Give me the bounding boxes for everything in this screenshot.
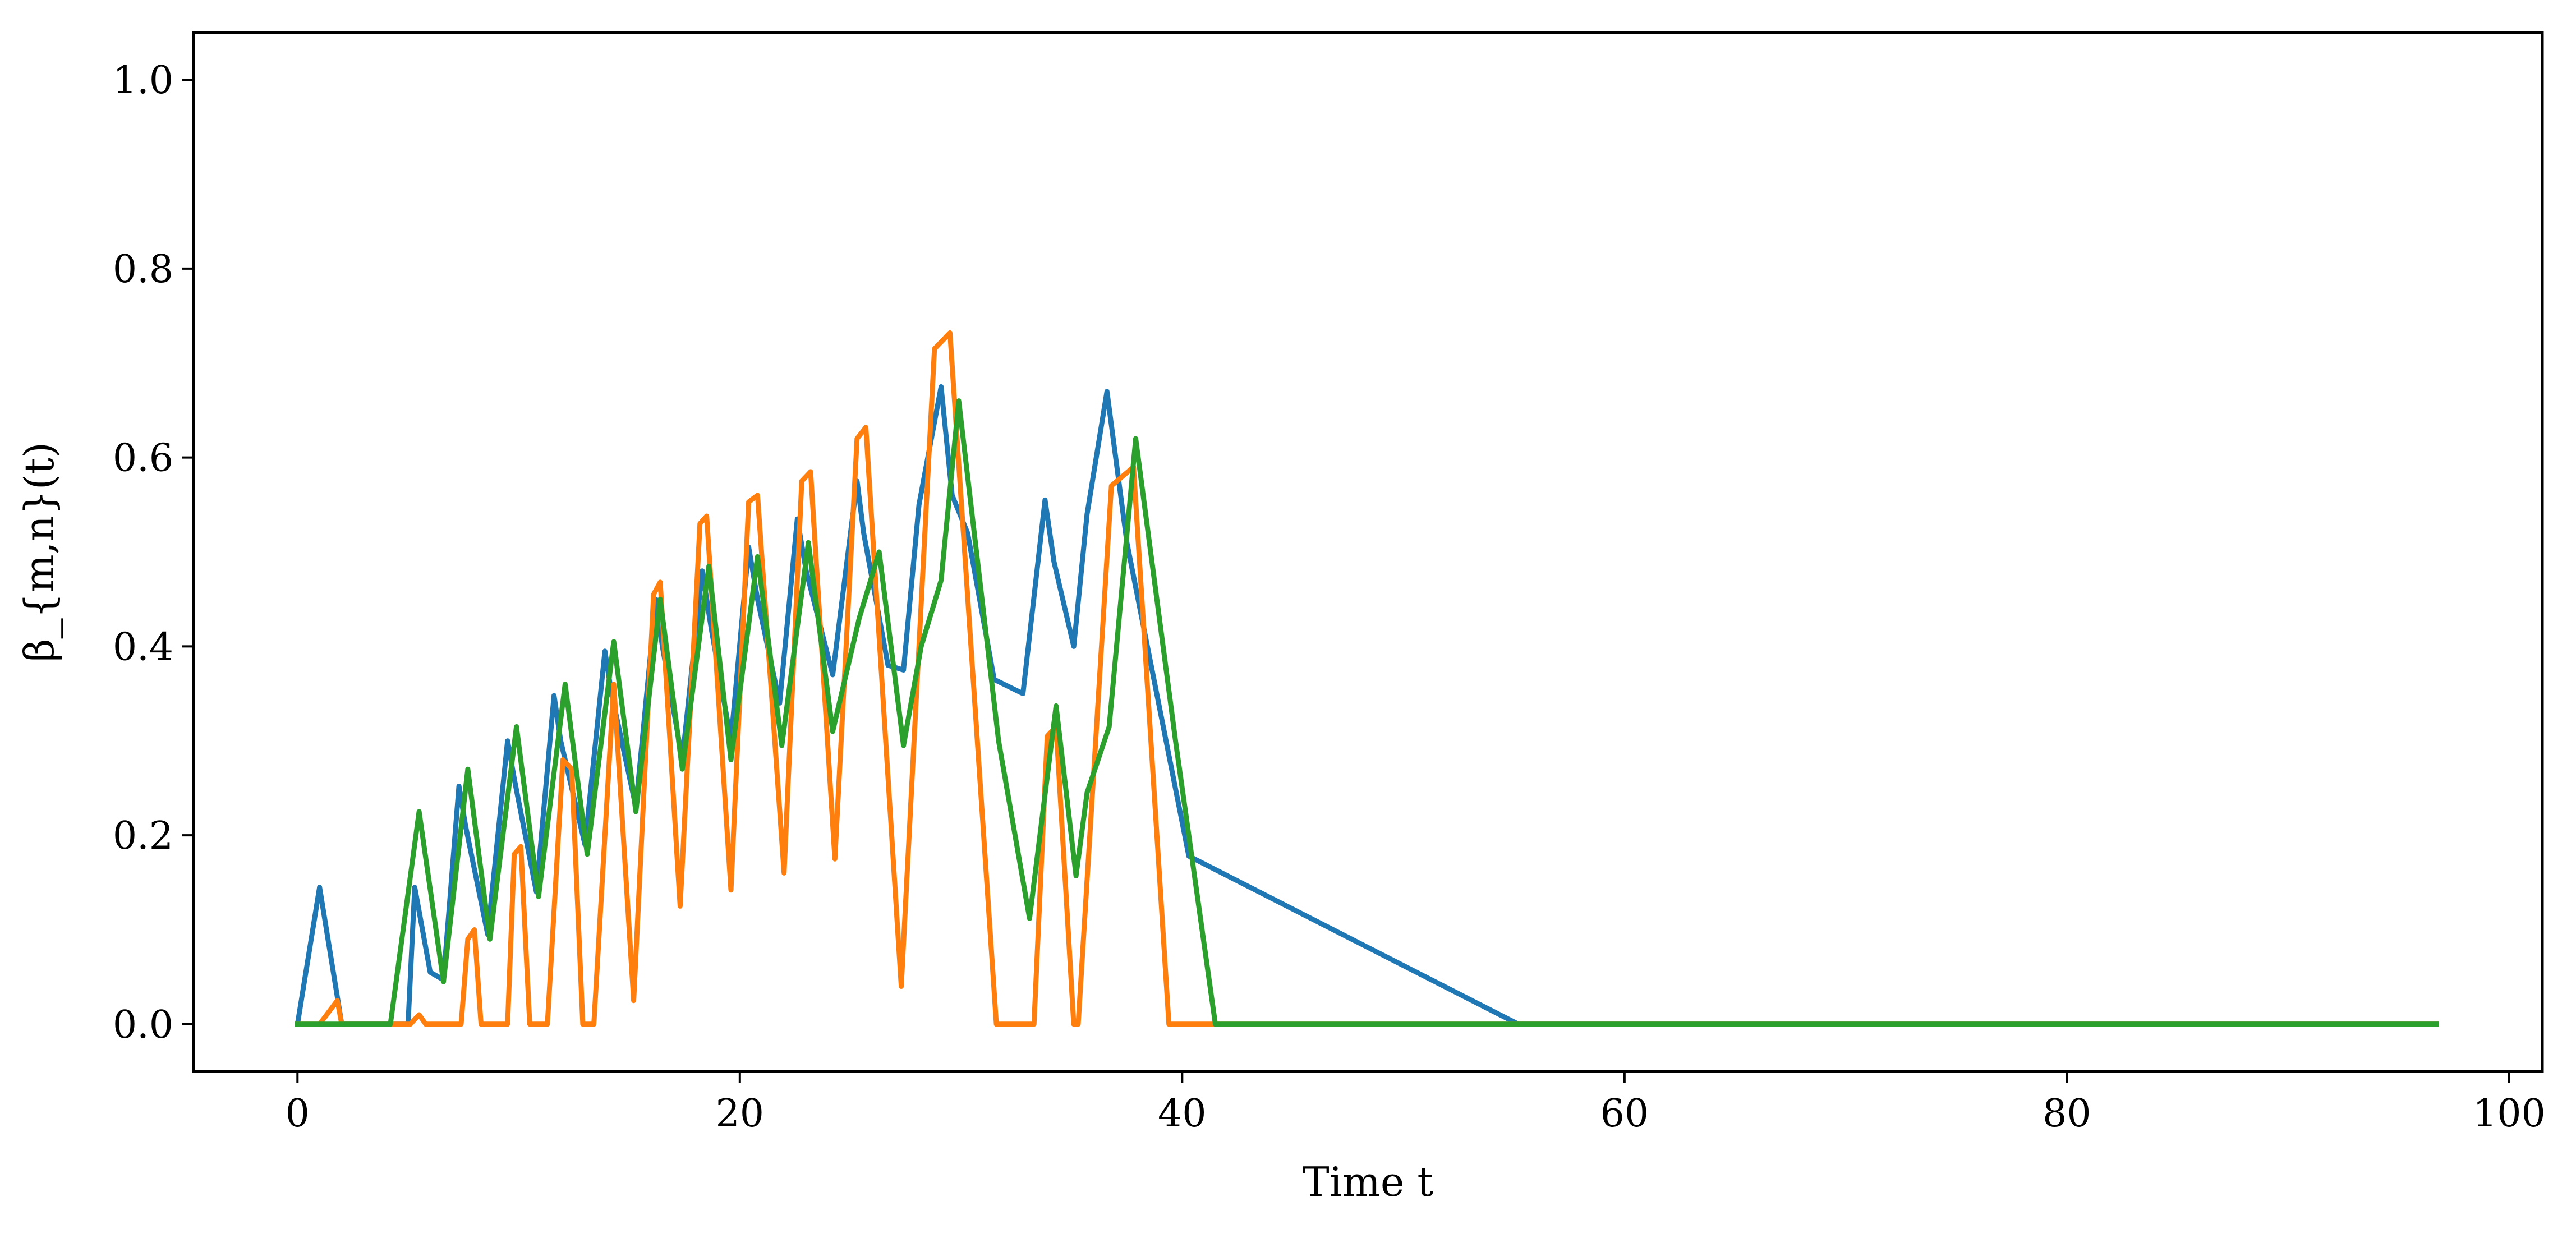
series-line-2: [295, 330, 2439, 1027]
x-axis-label: Time t: [1303, 1158, 1434, 1205]
series-layer: [295, 330, 2439, 1027]
x-tick-label: 20: [716, 1092, 765, 1136]
y-tick-label: 0.6: [113, 436, 173, 481]
tick-layer: 0 20 40 60 80 100 0.0 0.2 0.4 0.6 0.8 1.0: [113, 58, 2546, 1136]
x-tick-label: 100: [2473, 1092, 2546, 1136]
y-tick-label: 0.8: [113, 247, 173, 292]
y-axis-label: β_{m,n}(t): [16, 442, 63, 662]
x-tick-label: 60: [1600, 1092, 1649, 1136]
x-tick-label: 80: [2043, 1092, 2091, 1136]
x-tick-label: 0: [286, 1092, 310, 1136]
y-tick-label: 0.0: [113, 1003, 173, 1047]
plot-frame: [192, 31, 2544, 1073]
y-tick-label: 1.0: [113, 58, 173, 103]
y-tick-label: 0.4: [113, 625, 173, 669]
x-tick-label: 40: [1158, 1092, 1207, 1136]
series-line-3: [295, 398, 2439, 1027]
y-tick-label: 0.2: [113, 814, 173, 858]
